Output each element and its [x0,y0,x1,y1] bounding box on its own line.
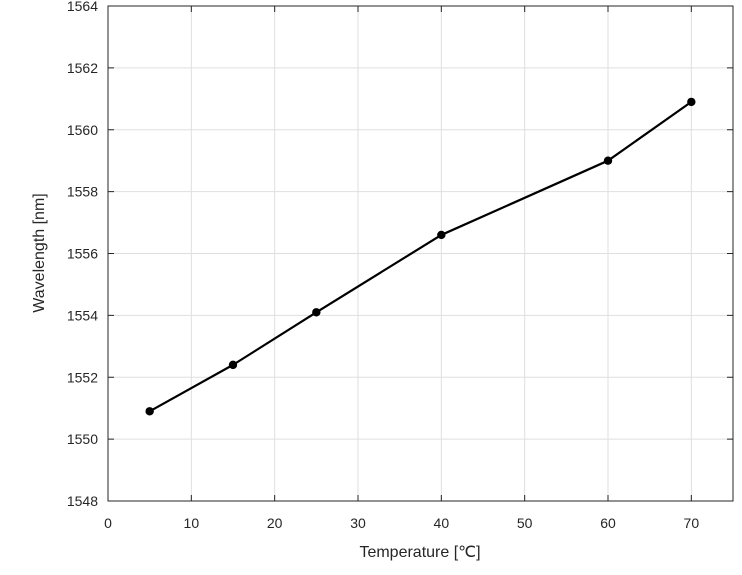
y-tick-labels: 1548 1550 1552 1554 1556 1558 1560 1562 1564 [67,0,98,509]
x-tick-label: 10 [184,515,200,531]
x-tick-label: 50 [517,515,533,531]
y-tick-label: 1550 [67,431,98,447]
y-tick-label: 1562 [67,60,98,76]
x-tick-label: 40 [434,515,450,531]
x-axis-label: Temperature [℃] [359,544,480,561]
y-tick-label: 1552 [67,369,98,385]
plot-frame [107,5,734,502]
y-tick-label: 1564 [67,0,98,14]
series-line [149,101,692,413]
y-tick-label: 1554 [67,307,98,323]
y-tick-label: 1556 [67,246,98,262]
y-tick-label: 1548 [67,493,98,509]
x-tick-label: 0 [104,515,112,531]
x-tick-label: 60 [600,515,616,531]
series-group [145,97,696,416]
x-tick-label: 30 [350,515,366,531]
x-tick-labels: 0 10 20 30 40 50 60 70 [104,515,699,531]
data-point [603,156,613,165]
data-point [145,407,154,416]
data-point [312,308,321,317]
data-point [228,360,238,370]
x-tick-label: 70 [684,515,700,531]
data-point [437,230,446,240]
x-tick-label: 20 [267,515,283,531]
y-tick-label: 1558 [67,184,98,200]
data-point [687,97,696,107]
y-axis-label: Wavelength [nm] [31,193,48,312]
y-tick-label: 1560 [67,122,98,138]
